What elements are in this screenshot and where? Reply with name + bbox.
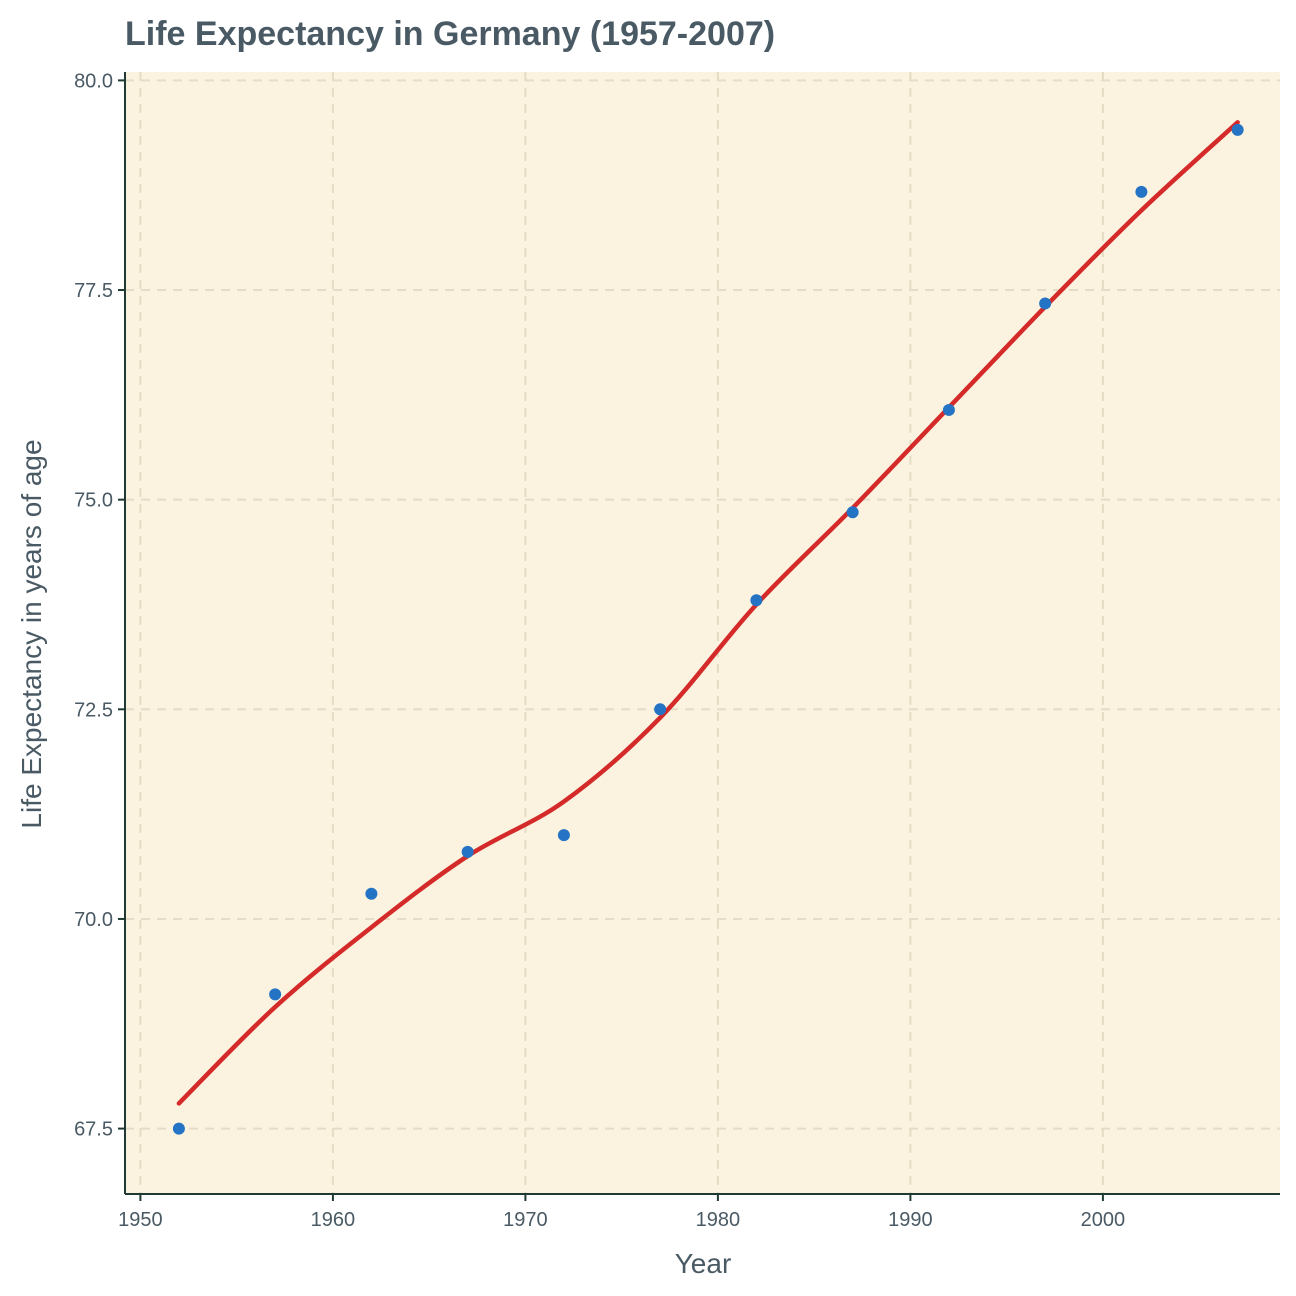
trend-line: [176, 120, 1240, 1106]
tick-labels: 1950 1960 1970 1980 1990 2000 67.5 70.0 72.5 75.0…: [74, 70, 1125, 1231]
data-point: [461, 845, 474, 858]
y-tick-label: 70.0: [74, 909, 113, 931]
axes: [118, 72, 1280, 1201]
x-tick-label: 2000: [1081, 1209, 1126, 1231]
x-tick-label: 1960: [311, 1209, 356, 1231]
data-point: [1039, 297, 1052, 310]
y-tick-label: 67.5: [74, 1119, 113, 1141]
chart-title: Life Expectancy in Germany (1957-2007): [125, 15, 775, 53]
y-axis-title: Life Expectancy in years of age: [16, 439, 47, 828]
y-tick-label: 77.5: [74, 280, 113, 302]
data-point: [365, 887, 378, 900]
x-axis-title: Year: [675, 1248, 732, 1279]
series-layer: [172, 120, 1244, 1135]
y-tick-label: 72.5: [74, 699, 113, 721]
x-tick-label: 1950: [118, 1209, 163, 1231]
data-point: [269, 988, 282, 1001]
y-tick-label: 80.0: [74, 70, 113, 92]
data-point: [942, 403, 955, 416]
data-point: [1135, 185, 1148, 198]
x-tick-label: 1980: [696, 1209, 741, 1231]
data-point: [750, 594, 763, 607]
data-point: [654, 703, 667, 716]
y-tick-label: 75.0: [74, 490, 113, 512]
data-point: [172, 1122, 185, 1135]
x-tick-label: 1990: [888, 1209, 933, 1231]
data-point: [846, 506, 859, 519]
data-point: [1231, 123, 1244, 136]
plot-panel: [125, 72, 1280, 1194]
data-point: [557, 829, 570, 842]
grid-lines: [125, 72, 1280, 1194]
x-tick-label: 1970: [503, 1209, 548, 1231]
